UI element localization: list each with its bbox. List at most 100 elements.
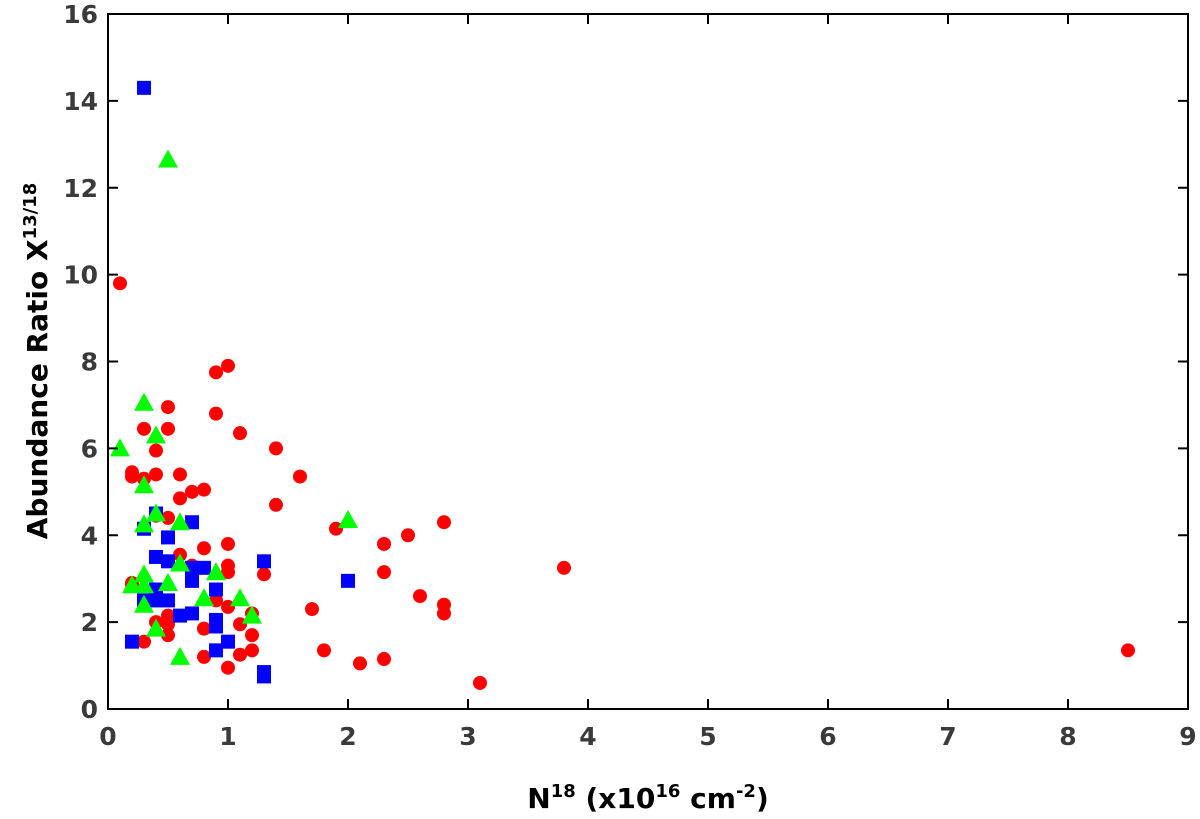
circle-point [209,365,223,380]
circle-point [1121,643,1135,658]
square-point [161,554,175,569]
triangle-point [206,562,226,581]
triangle-point [170,512,190,531]
circle-point [329,521,343,536]
circle-point [173,491,187,506]
circle-point [257,567,271,582]
y-tick-label: 2 [81,608,98,637]
circle-point [221,358,235,373]
circle-point [233,647,247,662]
x-tick-label: 4 [579,722,596,751]
square-point [197,560,211,575]
y-tick-label: 0 [81,695,98,724]
triangle-point [158,573,178,592]
x-tick-label: 5 [699,722,716,751]
circle-point [245,643,259,658]
x-tick-label: 3 [459,722,476,751]
circle-point [161,400,175,415]
circle-point [113,276,127,291]
y-tick-label: 10 [63,261,98,290]
triangle-point [134,564,154,583]
plot-background [108,14,1188,709]
circle-point [233,617,247,632]
circle-point [161,628,175,643]
circle-point [377,565,391,580]
circle-point [149,443,163,458]
circle-point [125,469,139,484]
triangle-point [338,510,358,529]
x-tick-label: 6 [819,722,836,751]
square-point [161,530,175,545]
circle-point [293,469,307,484]
x-axis-title: N18 (x1016 cm-2) [527,781,768,815]
circle-point [197,621,211,636]
square-point [257,554,271,569]
triangle-point [194,588,214,607]
square-point [149,593,163,608]
circle-point [473,675,487,690]
square-point [257,669,271,684]
circle-point [437,606,451,621]
x-tick-label: 8 [1059,722,1076,751]
y-axis: 0 2 4 6 8 10 12 14 16 [63,0,1188,724]
triangle-point [134,575,154,594]
circle-point [353,656,367,671]
circle-point [377,652,391,667]
circle-point [221,565,235,580]
triangle-point [134,392,154,411]
circle-point [197,649,211,664]
triangle-point [146,425,166,444]
circle-point [401,528,415,543]
square-point [221,634,235,649]
circle-point [557,560,571,575]
triangle-point [134,475,154,494]
circle-point [221,599,235,614]
square-point [209,582,223,597]
circle-point [197,541,211,556]
circle-point [161,617,175,632]
triangle-point [170,646,190,665]
square-point [341,573,355,588]
square-point [185,606,199,621]
square-point [149,549,163,564]
circle-point [245,628,259,643]
triangle-point [230,588,250,607]
circle-point [173,467,187,482]
triangle-point [110,438,130,457]
y-tick-label: 14 [63,87,98,116]
x-tick-label: 9 [1179,722,1196,751]
triangle-point [134,514,154,533]
circle-point [269,441,283,456]
triangle-point [242,605,262,624]
circle-point [233,426,247,441]
circle-point [437,515,451,530]
circle-point [197,482,211,497]
circle-point [161,421,175,436]
y-tick-label: 4 [81,521,98,550]
circle-point [221,660,235,675]
circle-point [137,421,151,436]
y-tick-label: 6 [81,434,98,463]
y-tick-label: 12 [63,174,98,203]
y-tick-label: 8 [81,348,98,377]
circle-point [317,643,331,658]
circle-point [149,467,163,482]
x-tick-label: 7 [939,722,956,751]
circle-point [413,589,427,604]
circle-point [137,634,151,649]
triangle-point [158,149,178,168]
circle-point [377,536,391,551]
circle-point [305,602,319,617]
x-tick-label: 0 [99,722,116,751]
circle-point [209,406,223,421]
y-axis-title: Abundance Ratio X13/18 [20,183,54,539]
circle-point [269,497,283,512]
y-tick-label: 16 [63,0,98,29]
square-point [125,634,139,649]
triangle-point [146,618,166,637]
square-point [173,608,187,623]
square-point [185,573,199,588]
x-axis: 0 1 2 3 4 5 6 7 8 9 [99,14,1197,751]
triangle-point [170,553,190,572]
circle-point [185,484,199,499]
